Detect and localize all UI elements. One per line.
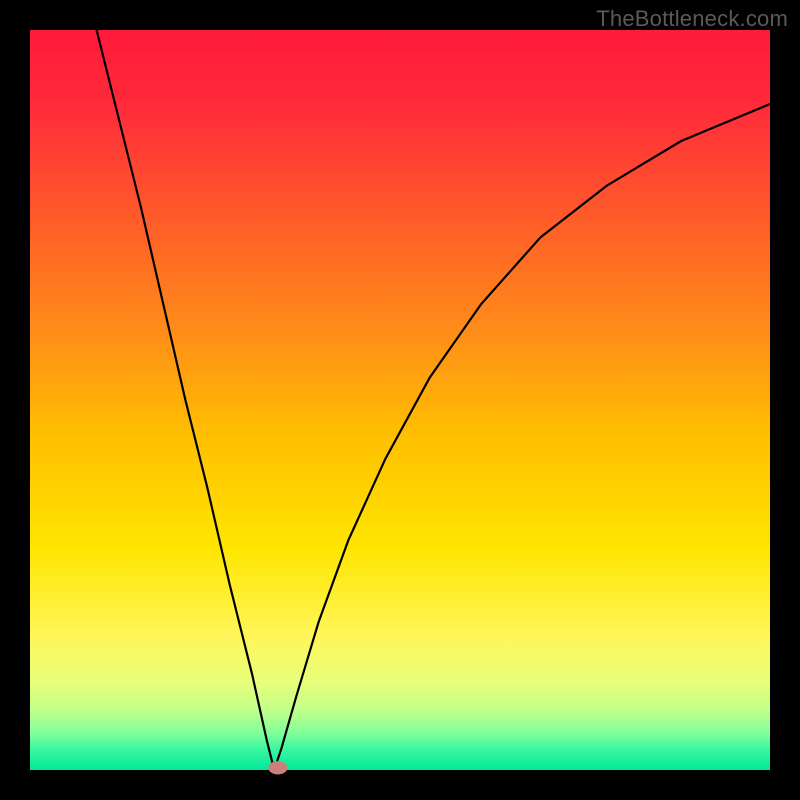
watermark-text: TheBottleneck.com <box>596 6 788 32</box>
bottleneck-chart <box>0 0 800 800</box>
optimum-marker <box>268 761 287 774</box>
chart-container: TheBottleneck.com <box>0 0 800 800</box>
chart-background <box>30 30 770 770</box>
